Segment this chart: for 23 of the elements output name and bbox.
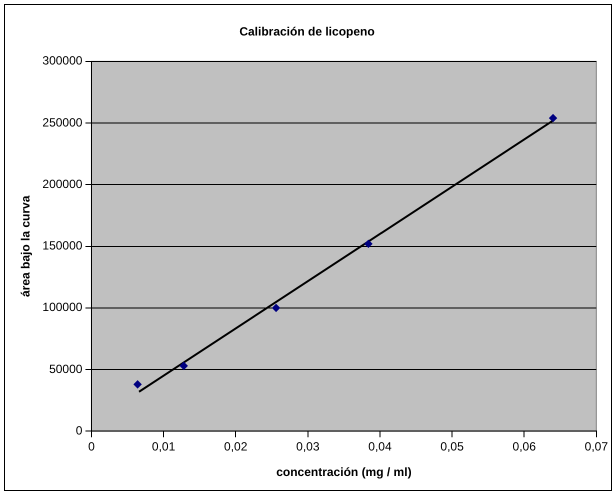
x-tick-label: 0,05: [440, 440, 464, 454]
y-axis-title: área bajo la curva: [18, 195, 33, 297]
chart-title: Calibración de licopeno: [239, 24, 375, 39]
y-tick-label: 0: [76, 424, 83, 438]
point: [364, 240, 372, 248]
y-tick-label: 100000: [42, 300, 83, 314]
x-tick-label: 0,01: [152, 440, 176, 454]
point: [134, 380, 142, 388]
y-tick-label: 200000: [42, 176, 83, 191]
y-tick-label: 150000: [42, 238, 83, 253]
y-tick-label: 250000: [42, 115, 83, 130]
x-tick-label: 0,04: [368, 440, 392, 454]
x-tick-label: 0,06: [512, 440, 536, 454]
point: [272, 304, 280, 312]
y-tick-label: 300000: [42, 54, 83, 68]
x-tick-label: 0: [88, 440, 96, 454]
x-tick-label: 0,03: [296, 440, 320, 454]
x-tick-label: 0,07: [584, 440, 608, 454]
x-axis-title: concentración (mg / ml): [276, 465, 412, 480]
y-tick-label: 50000: [49, 362, 83, 376]
x-tick-label: 0,02: [224, 440, 248, 454]
point: [180, 362, 188, 370]
point: [549, 114, 558, 122]
